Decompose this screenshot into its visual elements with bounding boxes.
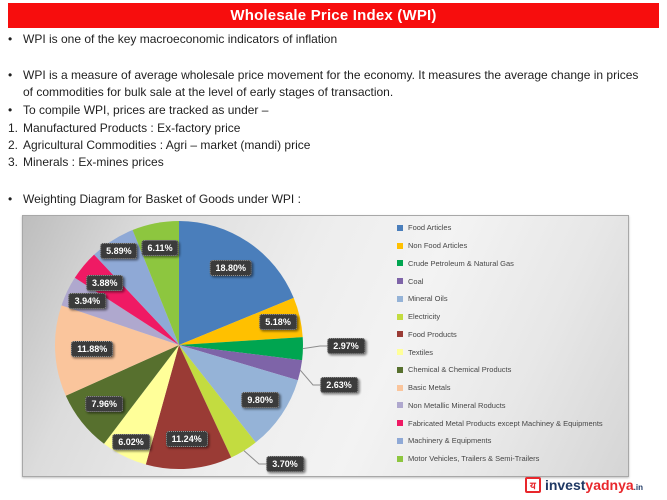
- legend-label: Textiles: [408, 347, 434, 357]
- pie-data-label: 6.11%: [141, 239, 179, 256]
- legend-label: Crude Petroleum & Natural Gas: [408, 258, 514, 268]
- legend-item-non-food-articles: Non Food Articles: [397, 237, 603, 255]
- pie-data-label: 11.88%: [71, 341, 114, 358]
- legend-item-crude-petroleum-natural-gas: Crude Petroleum & Natural Gas: [397, 255, 603, 273]
- pie-data-label: 3.94%: [68, 292, 107, 309]
- legend-swatch: [397, 242, 403, 249]
- numbered-text: Minerals : Ex-mines prices: [23, 155, 164, 169]
- legend-swatch: [397, 437, 403, 444]
- legend-label: Machinery & Equipments: [408, 436, 492, 446]
- legend-label: Electricity: [408, 312, 441, 322]
- pie-data-label: 7.96%: [85, 396, 123, 413]
- number-marker: 1.: [8, 121, 19, 135]
- pie-slice-non-food-articles: [179, 297, 303, 345]
- numbered-text: Manufactured Products : Ex-factory price: [23, 121, 241, 135]
- numbered-item: 1. Manufactured Products : Ex-factory pri…: [8, 120, 653, 137]
- pie-data-label: 9.80%: [241, 391, 279, 408]
- bullet-marker: •: [8, 32, 13, 46]
- legend-label: Chemical & Chemical Products: [408, 365, 512, 375]
- bullet-marker: •: [8, 192, 13, 206]
- bullet-text: To compile WPI, prices are tracked as un…: [23, 103, 269, 117]
- legend-label: Non Metallic Mineral Roducts: [408, 400, 506, 410]
- pie-data-label: 6.02%: [112, 433, 150, 450]
- brand-invest: invest: [544, 477, 586, 493]
- bullet-item: • Weighting Diagram for Basket of Goods u…: [8, 191, 653, 208]
- legend-label: Fabricated Metal Products except Machine…: [408, 418, 603, 428]
- legend-label: Food Products: [408, 329, 457, 339]
- bullet-item: • To compile WPI, prices are tracked as u…: [8, 102, 653, 119]
- legend-label: Mineral Oils: [408, 294, 448, 304]
- legend-item-motor-vehicles-trailers-semi-trailers: Motor Vehicles, Trailers & Semi-Trailers: [397, 450, 603, 468]
- pie-data-label: 2.63%: [320, 377, 358, 393]
- brand-yadnya: yadnya: [585, 477, 634, 493]
- legend-item-basic-metals: Basic Metals: [397, 379, 603, 397]
- yadnya-logo-icon: य: [524, 477, 541, 493]
- legend-swatch: [397, 420, 403, 427]
- pie-slice-crude-petroleum-natural-gas: [179, 337, 303, 361]
- legend-swatch: [397, 455, 403, 462]
- pie-slice-basic-metals: [54, 305, 179, 396]
- pie-slice-mineral-oils: [179, 345, 298, 443]
- legend-swatch: [397, 349, 403, 356]
- pie-slice-coal: [179, 345, 303, 381]
- page-title: Wholesale Price Index (WPI): [8, 3, 659, 28]
- legend-swatch: [397, 260, 403, 267]
- pie-data-label: 3.88%: [85, 275, 124, 292]
- bullet-marker: •: [8, 68, 13, 82]
- legend-swatch: [397, 224, 403, 231]
- number-marker: 2.: [8, 138, 19, 152]
- numbered-item: 2. Agricultural Commodities : Agri – mark…: [8, 137, 653, 154]
- pie-slice-chemical-chemical-products: [65, 345, 179, 444]
- pie-data-label: 3.70%: [266, 456, 304, 472]
- legend-label: Coal: [408, 276, 424, 286]
- bullet-item: • WPI is one of the key macroeconomic ind…: [8, 31, 653, 48]
- legend-swatch: [397, 278, 403, 285]
- legend-item-food-articles: Food Articles: [397, 219, 603, 237]
- numbered-item: 3. Minerals : Ex-mines prices: [8, 154, 653, 171]
- legend-item-chemical-chemical-products: Chemical & Chemical Products: [397, 361, 603, 379]
- legend-item-mineral-oils: Mineral Oils: [397, 290, 603, 308]
- legend-label: Basic Metals: [408, 383, 451, 393]
- bullet-item: • WPI is a measure of average wholesale p…: [8, 67, 653, 101]
- legend-item-electricity: Electricity: [397, 308, 603, 326]
- bullet-text: WPI is a measure of average wholesale pr…: [23, 68, 639, 99]
- pie-data-label: 5.89%: [100, 242, 138, 259]
- numbered-text: Agricultural Commodities : Agri – market…: [23, 138, 311, 152]
- legend-item-non-metallic-mineral-roducts: Non Metallic Mineral Roducts: [397, 397, 603, 415]
- legend-swatch: [397, 384, 403, 391]
- legend-item-food-products: Food Products: [397, 326, 603, 344]
- brand-tld: .in: [633, 483, 643, 492]
- pie-data-label: 5.18%: [259, 314, 297, 331]
- legend-label: Food Articles: [408, 223, 452, 233]
- wpi-weighting-pie-chart: Food Articles Non Food Articles Crude Petr…: [22, 215, 629, 477]
- legend-item-textiles: Textiles: [397, 343, 603, 361]
- legend-swatch: [397, 331, 403, 338]
- legend-item-fabricated-metal-products-except-machiney-equipments: Fabricated Metal Products except Machine…: [397, 414, 603, 432]
- legend-item-coal: Coal: [397, 272, 603, 290]
- pie-slice-electricity: [179, 345, 256, 458]
- legend-swatch: [397, 402, 403, 409]
- legend-item-machinery-equipments: Machinery & Equipments: [397, 432, 603, 450]
- bullet-text: WPI is one of the key macroeconomic indi…: [23, 32, 338, 46]
- legend-swatch: [397, 295, 403, 302]
- legend-swatch: [397, 313, 403, 320]
- pie-slice-food-articles: [179, 221, 294, 345]
- chart-legend: Food Articles Non Food Articles Crude Petr…: [397, 219, 603, 468]
- investyadnya-logo: य invest yadnya .in: [524, 476, 643, 494]
- legend-swatch: [397, 366, 403, 373]
- legend-label: Non Food Articles: [408, 241, 468, 251]
- pie-data-label: 2.97%: [327, 338, 365, 354]
- legend-label: Motor Vehicles, Trailers & Semi-Trailers: [408, 454, 540, 464]
- number-marker: 3.: [8, 155, 19, 169]
- pie-data-label: 11.24%: [165, 430, 208, 447]
- pie-data-label: 18.80%: [209, 259, 253, 276]
- bullet-text: Weighting Diagram for Basket of Goods un…: [23, 192, 301, 206]
- bullet-marker: •: [8, 103, 13, 117]
